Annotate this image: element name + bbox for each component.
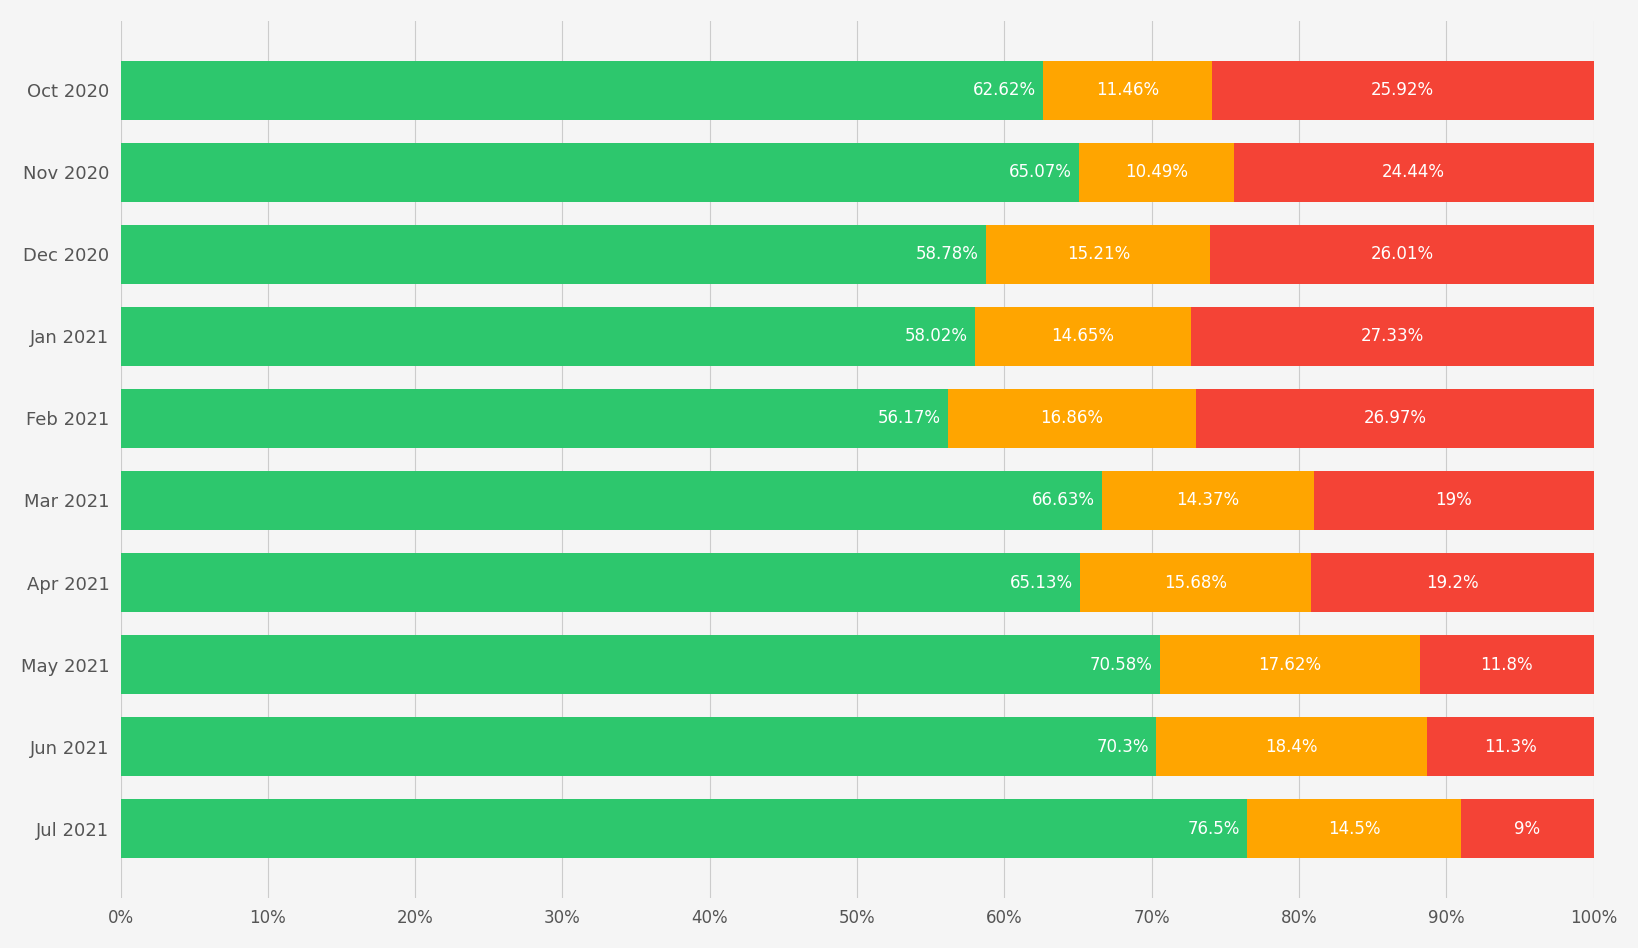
Text: 15.21%: 15.21% [1066, 246, 1130, 264]
Bar [121, 717, 1156, 776]
Bar [1314, 471, 1594, 530]
Bar [121, 143, 1079, 202]
Bar [1160, 635, 1420, 694]
Bar [975, 307, 1191, 366]
Text: 18.4%: 18.4% [1265, 738, 1319, 756]
Bar [1212, 61, 1594, 119]
Bar [121, 389, 948, 448]
Bar [1196, 389, 1594, 448]
Text: 19.2%: 19.2% [1427, 574, 1479, 592]
Bar [121, 307, 975, 366]
Text: 19%: 19% [1435, 491, 1473, 509]
Text: 66.63%: 66.63% [1032, 491, 1094, 509]
Text: 24.44%: 24.44% [1382, 163, 1445, 181]
Bar [1233, 143, 1594, 202]
Text: 14.5%: 14.5% [1328, 820, 1381, 838]
Text: 58.02%: 58.02% [904, 327, 968, 345]
Text: 14.37%: 14.37% [1176, 491, 1240, 509]
Bar [121, 635, 1160, 694]
Text: 11.3%: 11.3% [1484, 738, 1536, 756]
Bar [948, 389, 1196, 448]
Text: 27.33%: 27.33% [1361, 327, 1423, 345]
Text: 62.62%: 62.62% [973, 82, 1035, 100]
Text: 58.78%: 58.78% [916, 246, 980, 264]
Text: 70.3%: 70.3% [1096, 738, 1148, 756]
Bar [1102, 471, 1314, 530]
Text: 11.8%: 11.8% [1481, 656, 1533, 674]
Bar [121, 799, 1248, 858]
Text: 10.49%: 10.49% [1125, 163, 1188, 181]
Text: 11.46%: 11.46% [1096, 82, 1160, 100]
Text: 65.07%: 65.07% [1009, 163, 1071, 181]
Bar [1461, 799, 1594, 858]
Text: 76.5%: 76.5% [1188, 820, 1240, 838]
Text: 14.65%: 14.65% [1052, 327, 1114, 345]
Bar [121, 61, 1043, 119]
Text: 70.58%: 70.58% [1089, 656, 1153, 674]
Text: 65.13%: 65.13% [1009, 574, 1073, 592]
Text: 26.97%: 26.97% [1363, 410, 1427, 428]
Bar [121, 225, 986, 283]
Bar [1420, 635, 1594, 694]
Bar [1043, 61, 1212, 119]
Bar [986, 225, 1210, 283]
Text: 56.17%: 56.17% [878, 410, 940, 428]
Bar [1310, 553, 1594, 612]
Bar [1210, 225, 1594, 283]
Text: 17.62%: 17.62% [1258, 656, 1322, 674]
Text: 15.68%: 15.68% [1165, 574, 1227, 592]
Bar [1079, 553, 1310, 612]
Bar [1248, 799, 1461, 858]
Bar [1079, 143, 1233, 202]
Bar [1191, 307, 1594, 366]
Text: 25.92%: 25.92% [1371, 82, 1435, 100]
Text: 9%: 9% [1514, 820, 1540, 838]
Bar [121, 553, 1079, 612]
Text: 26.01%: 26.01% [1371, 246, 1433, 264]
Bar [121, 471, 1102, 530]
Bar [1427, 717, 1594, 776]
Text: 16.86%: 16.86% [1040, 410, 1104, 428]
Bar [1156, 717, 1427, 776]
